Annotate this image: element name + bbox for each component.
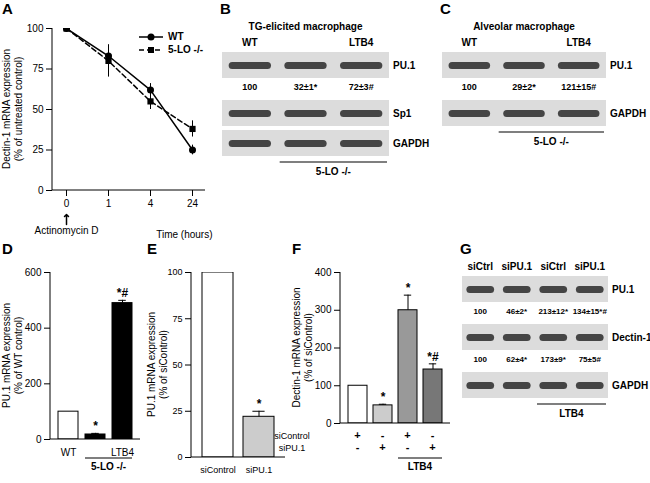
svg-text:LTB4: LTB4 xyxy=(567,37,592,48)
svg-text:300: 300 xyxy=(315,304,332,315)
svg-text:75: 75 xyxy=(32,63,44,74)
svg-text:600: 600 xyxy=(25,267,42,278)
svg-text:200: 200 xyxy=(315,342,332,353)
svg-text:75: 75 xyxy=(172,314,182,324)
svg-text:0: 0 xyxy=(36,434,42,445)
svg-text:32±1*: 32±1* xyxy=(294,82,318,92)
svg-text:0: 0 xyxy=(38,185,44,196)
svg-text:LTB4: LTB4 xyxy=(349,37,374,48)
svg-text:400: 400 xyxy=(315,267,332,278)
svg-text:75±5#: 75±5# xyxy=(579,355,602,364)
svg-text:Alveolar macrophage: Alveolar macrophage xyxy=(473,21,575,32)
svg-text:Dectin-1 mRNA expression(% of: Dectin-1 mRNA expression(% of untreated … xyxy=(1,49,24,169)
svg-text:5-LO -/-: 5-LO -/- xyxy=(316,166,351,177)
svg-text:GAPDH: GAPDH xyxy=(610,108,646,119)
svg-text:WT: WT xyxy=(61,447,77,458)
svg-text:*#: *# xyxy=(427,350,439,364)
svg-text:siCtrl: siCtrl xyxy=(467,261,493,272)
svg-text:Dectin-1 mRNA expression(% of: Dectin-1 mRNA expression(% of siControl) xyxy=(291,287,314,407)
html-text:C: C xyxy=(440,0,451,17)
svg-text:LTB4: LTB4 xyxy=(559,408,584,419)
svg-text:72±3#: 72±3# xyxy=(349,82,374,92)
svg-text:WT: WT xyxy=(242,37,258,48)
svg-text:0: 0 xyxy=(177,452,182,462)
svg-text:siPU.1: siPU.1 xyxy=(574,261,605,272)
svg-text:siControl: siControl xyxy=(274,431,310,441)
svg-text:Time (hours): Time (hours) xyxy=(156,229,212,240)
svg-text:siPU.1: siPU.1 xyxy=(246,465,273,475)
svg-text:121±15#: 121±15# xyxy=(561,82,596,92)
svg-text:siPU.1: siPU.1 xyxy=(501,261,532,272)
svg-text:GAPDH: GAPDH xyxy=(393,138,429,149)
svg-text:Sp1: Sp1 xyxy=(393,108,412,119)
svg-text:-: - xyxy=(406,441,410,453)
svg-text:+: + xyxy=(404,429,410,441)
svg-text:PU.1: PU.1 xyxy=(393,60,416,71)
svg-text:TG-elicited macrophage: TG-elicited macrophage xyxy=(249,21,363,32)
svg-text:Actinomycin D: Actinomycin D xyxy=(35,225,99,236)
svg-text:100: 100 xyxy=(167,267,182,277)
svg-text:100: 100 xyxy=(474,355,488,364)
svg-text:-: - xyxy=(356,441,360,453)
svg-text:LTB4: LTB4 xyxy=(111,447,135,458)
html-text:G: G xyxy=(460,240,472,257)
svg-text:*#: *# xyxy=(117,286,129,300)
svg-text:400: 400 xyxy=(25,322,42,333)
svg-text:PU.1: PU.1 xyxy=(610,60,633,71)
svg-text:100: 100 xyxy=(462,82,477,92)
svg-text:0: 0 xyxy=(64,198,70,209)
svg-text:100: 100 xyxy=(242,82,257,92)
svg-text:46±2*: 46±2* xyxy=(506,307,528,316)
svg-text:25: 25 xyxy=(172,406,182,416)
svg-text:siCtrl: siCtrl xyxy=(540,261,566,272)
svg-text:100: 100 xyxy=(27,23,44,34)
svg-text:50: 50 xyxy=(172,360,182,370)
html-text:WT: WT xyxy=(168,31,184,42)
svg-text:PU.1 mRNA expression(% of siCo: PU.1 mRNA expression(% of siControl) xyxy=(146,312,169,417)
svg-text:173±9*: 173±9* xyxy=(541,355,567,364)
svg-text:+: + xyxy=(379,441,385,453)
svg-text:+: + xyxy=(354,429,360,441)
svg-text:*: * xyxy=(257,397,262,411)
svg-text:213±12*: 213±12* xyxy=(538,307,569,316)
svg-text:134±15*#: 134±15*# xyxy=(573,307,608,316)
svg-text:29±2*: 29±2* xyxy=(512,82,536,92)
svg-text:62±4*: 62±4* xyxy=(506,355,528,364)
html-text:D: D xyxy=(2,240,13,257)
svg-text:1: 1 xyxy=(106,198,112,209)
svg-text:PU.1 mRNA expression(% of WT c: PU.1 mRNA expression(% of WT control) xyxy=(1,303,24,408)
html-text:5-LO -/-: 5-LO -/- xyxy=(168,44,203,55)
svg-text:GAPDH: GAPDH xyxy=(612,380,648,391)
svg-text:Dectin-1: Dectin-1 xyxy=(612,332,650,343)
svg-text:200: 200 xyxy=(25,378,42,389)
svg-text:siPU.1: siPU.1 xyxy=(279,443,306,453)
svg-text:100: 100 xyxy=(315,380,332,391)
html-text:F: F xyxy=(292,240,302,257)
svg-text:25: 25 xyxy=(32,144,44,155)
svg-text:0: 0 xyxy=(326,418,332,429)
svg-text:LTB4: LTB4 xyxy=(408,461,433,472)
svg-text:50: 50 xyxy=(32,104,44,115)
svg-text:5-LO -/-: 5-LO -/- xyxy=(91,461,126,472)
svg-text:+: + xyxy=(429,441,435,453)
svg-text:100: 100 xyxy=(474,307,488,316)
html-text:E: E xyxy=(147,240,157,257)
html-text:B: B xyxy=(220,0,231,17)
svg-text:-: - xyxy=(431,429,435,441)
html-text:A: A xyxy=(2,0,13,17)
svg-text:5-LO -/-: 5-LO -/- xyxy=(534,136,569,147)
svg-text:*: * xyxy=(381,390,386,404)
svg-text:24: 24 xyxy=(187,198,199,209)
svg-text:PU.1: PU.1 xyxy=(612,284,635,295)
svg-text:WT: WT xyxy=(462,37,478,48)
svg-text:-: - xyxy=(381,429,385,441)
svg-text:*: * xyxy=(93,419,98,433)
svg-text:siControl: siControl xyxy=(200,465,236,475)
svg-text:*: * xyxy=(406,281,411,295)
svg-text:4: 4 xyxy=(148,198,154,209)
